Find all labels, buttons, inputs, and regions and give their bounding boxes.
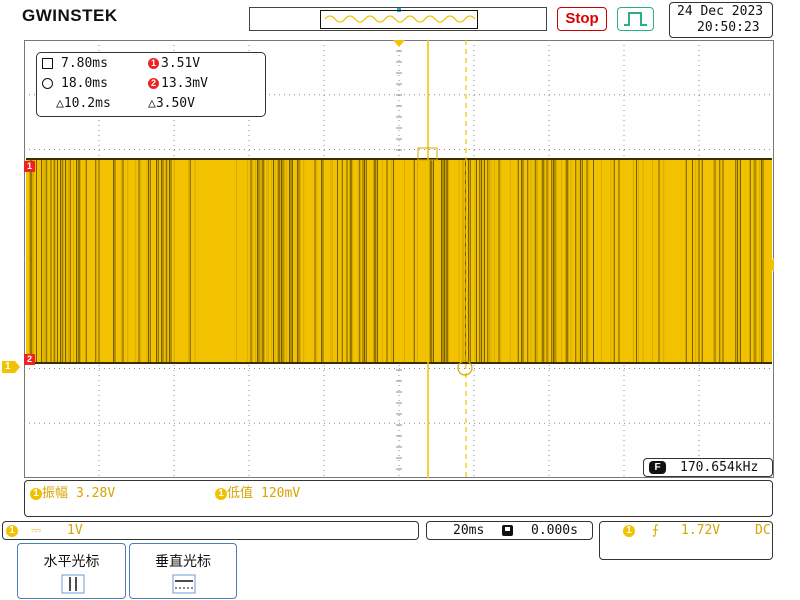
ch1-vertical-scale: 1V (67, 523, 83, 538)
date-text: 24 Dec 2023 (677, 4, 764, 19)
cursor2-level-marker: 2 (24, 354, 35, 365)
frequency-icon: F (649, 461, 666, 474)
cursor1-volt-row: 1 3.51V (148, 56, 200, 71)
trigger-level: 1.72V (681, 523, 721, 538)
cursor1-time-row: 7.80ms (42, 56, 108, 71)
measurement-low: 1 低值 120mV (215, 482, 300, 501)
frequency-value: 170.654kHz (680, 460, 759, 475)
delta-icon: △ (148, 96, 156, 111)
ch1-badge-icon: 1 (6, 525, 18, 537)
measurement-value: 3.28V (76, 486, 116, 501)
measurement-amplitude: 1 振幅 3.28V (30, 482, 115, 501)
auto-measurement-panel: 1 振幅 3.28V 1 低值 120mV (24, 480, 773, 517)
overview-window[interactable] (320, 10, 478, 29)
run-stop-button[interactable]: Stop (557, 7, 607, 31)
ch1-ground-label: 1 (5, 361, 11, 372)
softkey-label: 水平光标 (43, 554, 100, 570)
cursor1-level-marker: 1 (24, 161, 35, 172)
position-icon (502, 525, 513, 536)
timebase-position: 0.000s (531, 523, 578, 538)
vertical-cursor-icon (172, 574, 196, 594)
square-cursor-icon (42, 58, 53, 69)
cursor2-time-row: 18.0ms (42, 76, 108, 91)
softkey-label: 垂直光标 (155, 554, 211, 570)
trigger-level-marker (767, 258, 774, 272)
cursor1-marker-icon: 1 (148, 58, 159, 69)
measurement-label: 低值 (227, 486, 254, 501)
trigger-coupling: DC (755, 523, 771, 538)
ch1-ground-marker[interactable]: 1 (2, 361, 20, 373)
coupling-icon: ⎓ (31, 523, 42, 538)
cursor1-time-value: 7.80ms (61, 56, 108, 71)
brand-logo: GWINSTEK (22, 6, 118, 25)
delta-time-value: 10.2ms (63, 96, 111, 111)
measurement-value: 120mV (261, 486, 301, 501)
cursor2-marker-icon: 2 (148, 78, 159, 89)
horizontal-cursor-icon (61, 574, 85, 594)
waveform-overview (249, 7, 547, 31)
time-text: 20:50:23 (697, 20, 760, 35)
delta-time-row: △10.2ms (56, 96, 111, 111)
measurement-label: 振幅 (42, 486, 69, 501)
cursor2-time-value: 18.0ms (61, 76, 108, 91)
waveform-graticule (24, 40, 774, 478)
datetime-display: 24 Dec 2023 20:50:23 (669, 2, 773, 38)
cursor2-volt-value: 13.3mV (161, 76, 208, 91)
frequency-counter: F 170.654kHz (643, 458, 773, 477)
timebase-status-box[interactable]: 20ms 0.000s (426, 521, 593, 540)
cursor1-volt-value: 3.51V (161, 56, 201, 71)
waveform-envelope (26, 159, 772, 363)
circle-cursor-icon (42, 78, 53, 89)
ch1-badge-icon: 1 (215, 487, 227, 500)
trigger-source-icon: 1 (623, 525, 635, 537)
trigger-position-marker (393, 40, 405, 47)
delta-volt-value: 3.50V (155, 96, 195, 111)
trigger-mode-icon[interactable] (617, 7, 654, 31)
delta-icon: △ (56, 96, 64, 111)
ch1-badge-icon: 1 (30, 487, 42, 500)
cursor-readout-panel: 7.80ms 18.0ms △10.2ms 1 3.51V 2 13.3mV △3.… (36, 52, 266, 117)
cursor2-volt-row: 2 13.3mV (148, 76, 208, 91)
delta-volt-row: △3.50V (148, 96, 195, 111)
timebase-scale: 20ms (453, 523, 485, 538)
softkey-horizontal-cursor[interactable]: 水平光标 (17, 543, 126, 599)
ch1-status-box[interactable]: 1 ⎓ 1V (2, 521, 419, 540)
trigger-slope-icon: ⨍ (652, 523, 659, 538)
trigger-status-box[interactable]: 1 ⨍ 1.72V DC (599, 521, 773, 560)
softkey-vertical-cursor[interactable]: 垂直光标 (129, 543, 237, 599)
